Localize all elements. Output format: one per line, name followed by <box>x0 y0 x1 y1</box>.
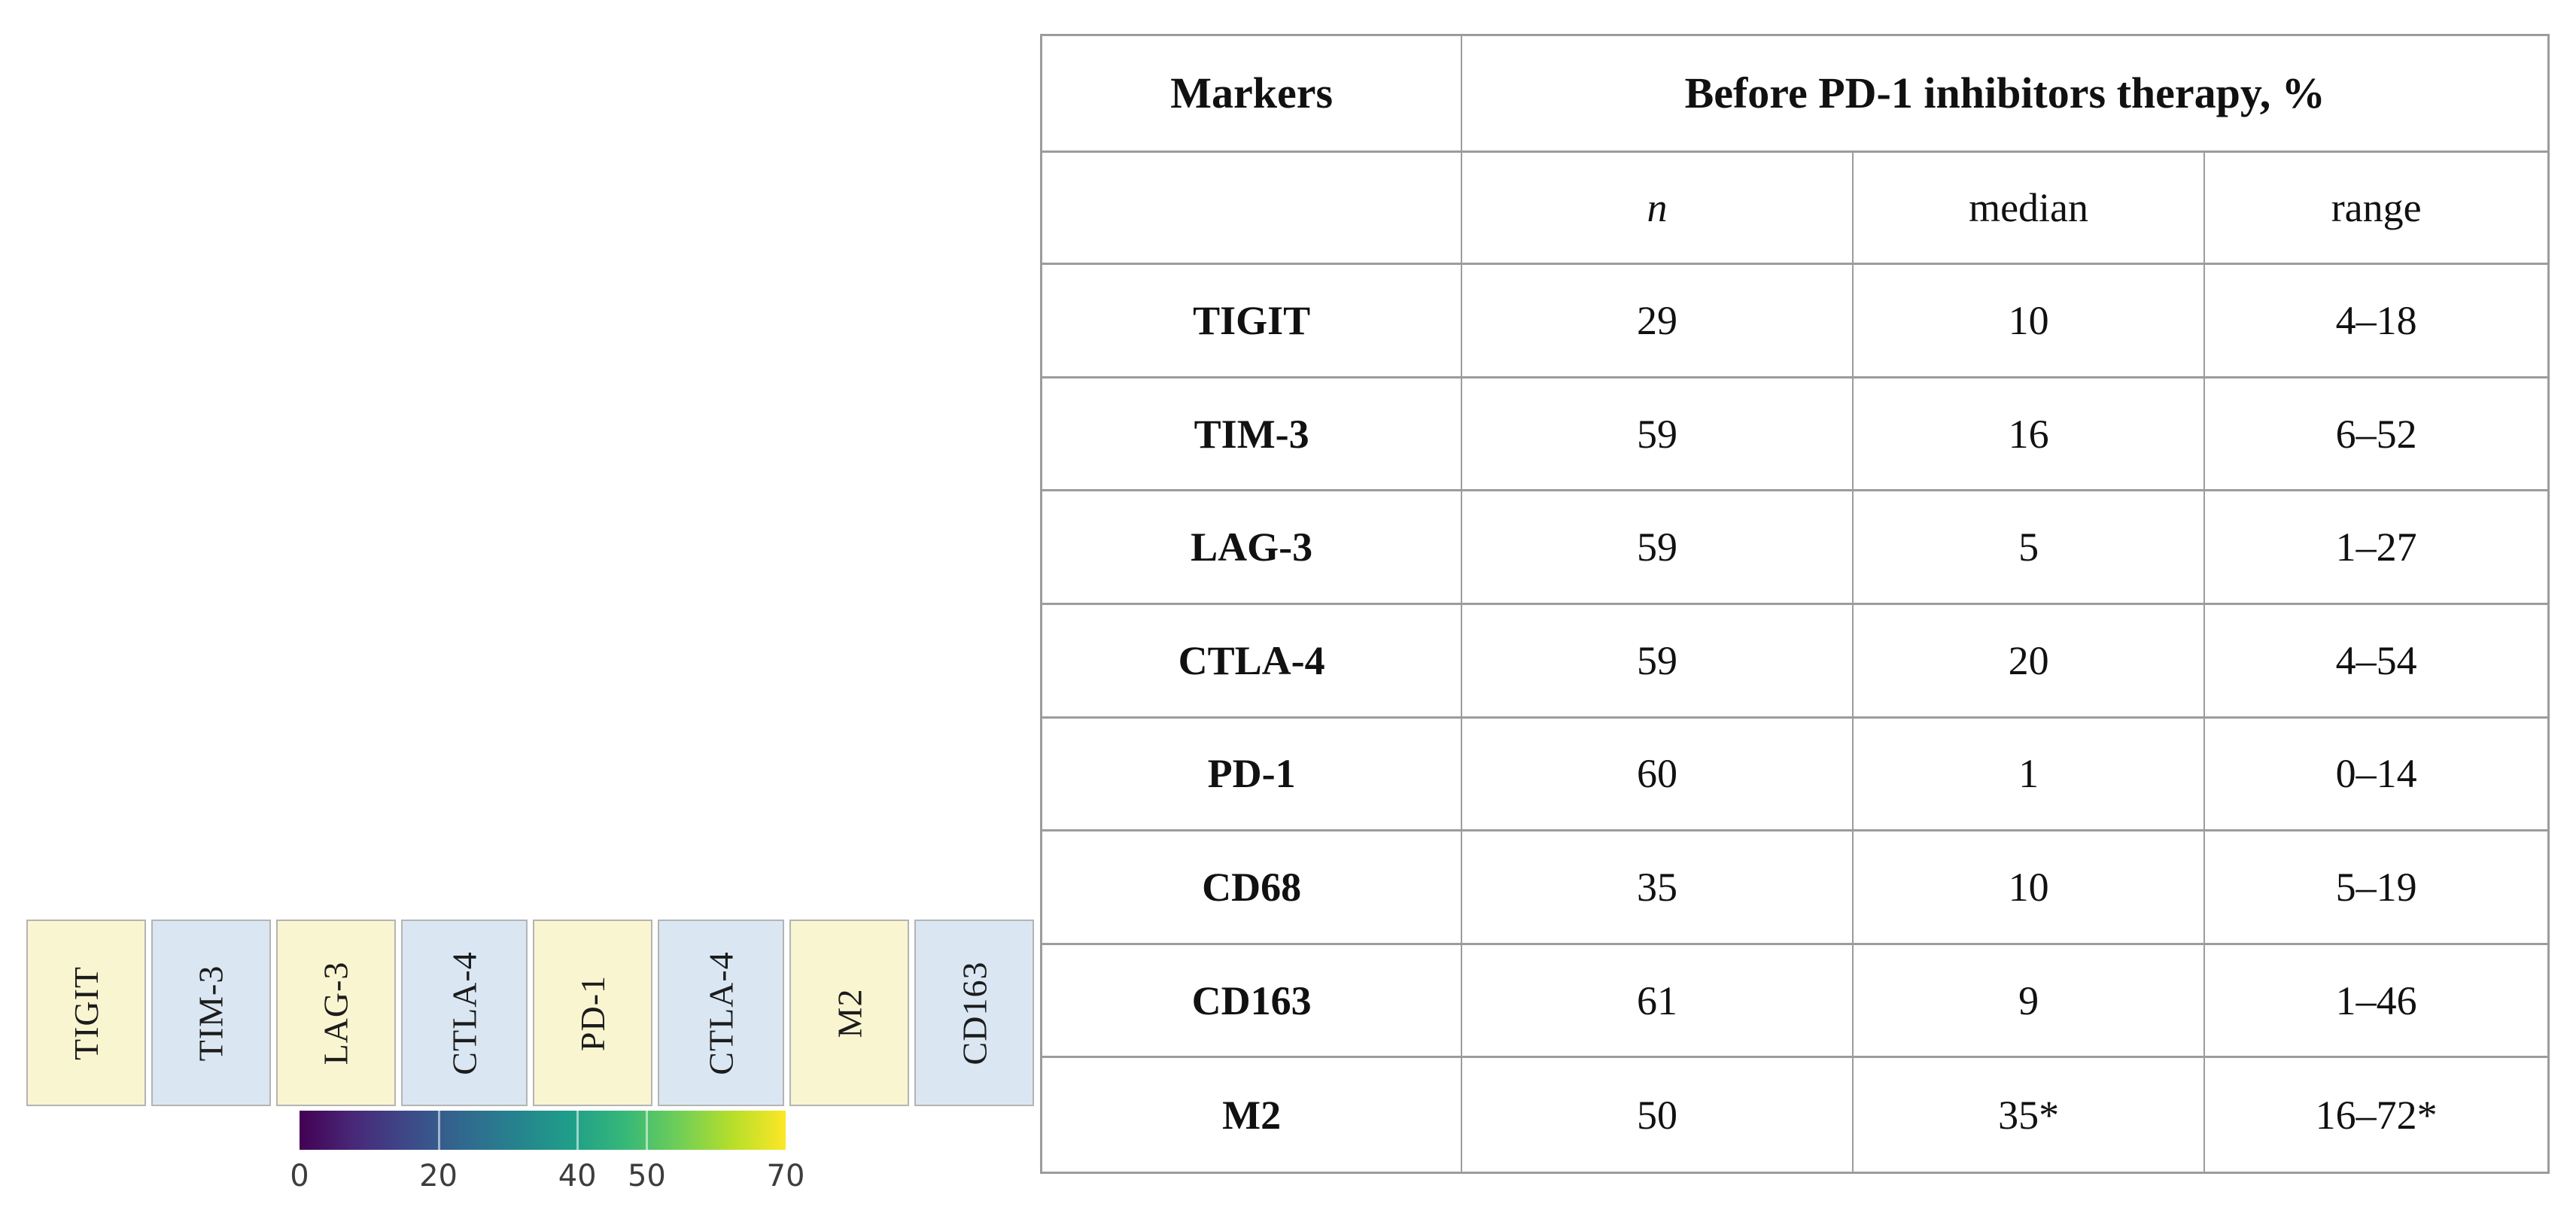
table-n-lag-3: 59 <box>1462 491 1854 605</box>
table-median-cd68: 10 <box>1853 831 2206 945</box>
table-marker-lag-3: LAG-3 <box>1042 491 1463 605</box>
table-marker-cd68: CD68 <box>1042 831 1463 945</box>
heatmap-label-text: CTLA-4 <box>701 950 741 1075</box>
table-subheader-range: range <box>2205 153 2547 266</box>
table-median-tim-3: 16 <box>1853 378 2206 492</box>
heatmap-label-text: M2 <box>830 988 869 1038</box>
table-marker-ctla-4: CTLA-4 <box>1042 604 1463 719</box>
table-n-tigit: 29 <box>1462 265 1854 378</box>
table-header-group: Before PD-1 inhibitors therapy, % <box>1462 36 2547 153</box>
heatmap-label-lag-3: LAG-3 <box>275 920 396 1106</box>
table-median-m2: 35* <box>1854 1058 2206 1172</box>
table-n-m2: 50 <box>1462 1058 1854 1172</box>
table-range-tim-3: 6–52 <box>2205 378 2547 492</box>
table-median-pd-1: 1 <box>1853 718 2206 832</box>
heatmap-label-text: LAG-3 <box>316 961 355 1065</box>
legend-tick-label: 70 <box>766 1159 805 1193</box>
table-marker-tigit: TIGIT <box>1042 265 1463 378</box>
table-median-cd163: 9 <box>1853 944 2206 1059</box>
table-range-cd68: 5–19 <box>2205 831 2547 945</box>
table-marker-pd-1: PD-1 <box>1042 718 1463 832</box>
table-subheader-n: n <box>1462 152 1854 266</box>
heatmap-label-text: TIM-3 <box>191 965 230 1061</box>
heatmap-label-ctla-4: CTLA-4 <box>657 920 785 1106</box>
heatmap-label-text: CTLA-4 <box>445 950 484 1075</box>
table-range-tigit: 4–18 <box>2205 265 2547 378</box>
table-n-ctla-4: 59 <box>1462 604 1854 719</box>
table-range-cd163: 1–46 <box>2205 945 2547 1059</box>
legend-tick-label: 40 <box>558 1159 597 1193</box>
table-median-ctla-4: 20 <box>1853 604 2206 719</box>
table-n-cd68: 35 <box>1462 831 1854 945</box>
table-marker-cd163: CD163 <box>1042 944 1463 1059</box>
table-n-tim-3: 59 <box>1462 378 1854 492</box>
legend-tick-mark <box>437 1111 440 1150</box>
heatmap-label-tim-3: TIM-3 <box>151 920 271 1106</box>
table-marker-m2: M2 <box>1042 1058 1463 1172</box>
legend-tick-label: 0 <box>290 1159 309 1193</box>
legend-tick-label: 50 <box>627 1159 666 1193</box>
heatmap <box>26 34 1034 918</box>
table-marker-tim-3: TIM-3 <box>1042 378 1463 492</box>
table-n-cd163: 61 <box>1462 944 1854 1059</box>
heatmap-label-m2: M2 <box>789 920 910 1106</box>
heatmap-label-text: PD-1 <box>573 974 612 1051</box>
heatmap-label-pd-1: PD-1 <box>533 920 652 1106</box>
heatmap-label-text: CD163 <box>955 961 994 1065</box>
legend-tick-mark <box>646 1111 649 1150</box>
legend-tick-label: 20 <box>419 1159 458 1193</box>
heatmap-label-tigit: TIGIT <box>26 920 146 1106</box>
table-subheader-empty <box>1042 152 1463 266</box>
table-median-tigit: 10 <box>1853 265 2206 378</box>
heatmap-column-labels: TIGIT TIM-3 LAG-3 CTLA-4 PD-1 CTLA-4 M2 CD163 <box>26 920 1034 1106</box>
stats-table: Markers Before PD-1 inhibitors therapy, … <box>1040 34 2550 1174</box>
table-n-pd-1: 60 <box>1462 718 1854 832</box>
table-subheader-median: median <box>1853 152 2206 266</box>
table-range-lag-3: 1–27 <box>2205 491 2547 605</box>
legend-tick-mark <box>576 1111 579 1150</box>
heatmap-label-cd163: CD163 <box>914 920 1034 1106</box>
table-median-lag-3: 5 <box>1853 491 2206 605</box>
heatmap-label-text: TIGIT <box>66 965 105 1060</box>
table-range-pd-1: 0–14 <box>2205 719 2547 832</box>
table-range-ctla-4: 4–54 <box>2205 605 2547 719</box>
heatmap-label-ctla-4: CTLA-4 <box>400 920 528 1106</box>
table-range-m2: 16–72* <box>2315 1092 2438 1138</box>
color-scale-legend <box>300 1111 786 1150</box>
table-header-markers: Markers <box>1042 36 1463 153</box>
